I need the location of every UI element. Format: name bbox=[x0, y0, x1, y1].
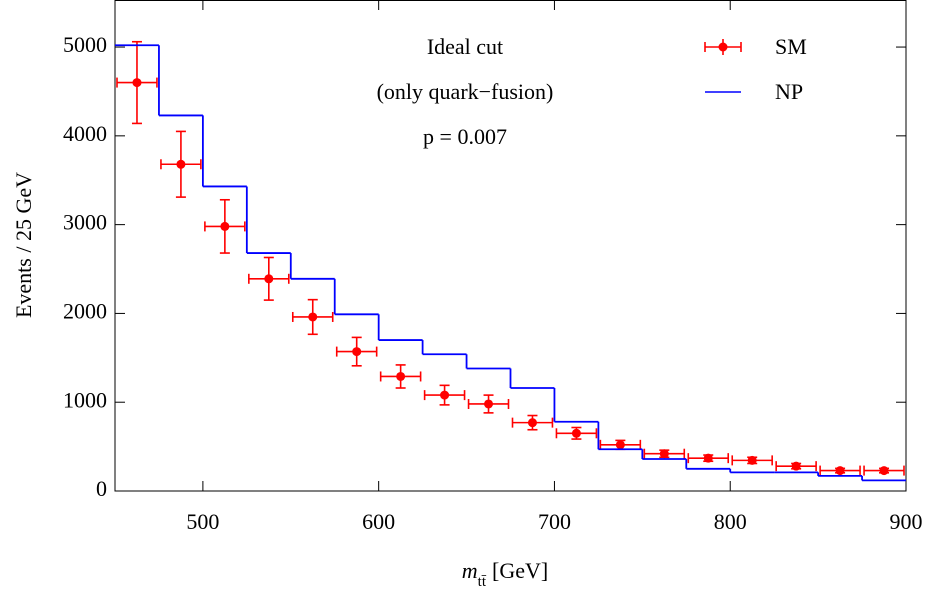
data-point bbox=[703, 453, 713, 463]
annotation: p = 0.007 bbox=[423, 124, 507, 149]
y-tick-label: 5000 bbox=[63, 32, 107, 57]
y-axis-label: Events / 25 GeV bbox=[11, 172, 36, 318]
legend-label: SM bbox=[775, 34, 807, 59]
data-point bbox=[879, 466, 889, 476]
data-point bbox=[747, 455, 757, 465]
data-point bbox=[264, 274, 274, 284]
x-label-unit: [GeV] bbox=[492, 558, 548, 583]
x-label-subscript: tt̄ bbox=[478, 574, 487, 590]
data-point bbox=[176, 159, 186, 169]
plot-frame bbox=[114, 0, 907, 492]
data-point bbox=[484, 399, 494, 409]
x-tick-label: 800 bbox=[714, 509, 747, 534]
data-point bbox=[571, 428, 581, 438]
data-point bbox=[352, 347, 362, 357]
y-tick-label: 2000 bbox=[63, 298, 107, 323]
y-tick-label: 0 bbox=[96, 476, 107, 501]
data-point bbox=[220, 221, 230, 231]
data-point bbox=[791, 461, 801, 471]
annotation: Ideal cut bbox=[427, 34, 503, 59]
data-point bbox=[615, 440, 625, 450]
legend-symbol bbox=[718, 42, 728, 52]
x-tick-label: 600 bbox=[362, 509, 395, 534]
data-point bbox=[527, 418, 537, 428]
y-tick-label: 1000 bbox=[63, 387, 107, 412]
x-axis-label: mtt̄ [GeV] bbox=[462, 558, 548, 590]
x-label-symbol: m bbox=[462, 558, 478, 583]
data-point bbox=[132, 78, 142, 88]
data-point bbox=[308, 312, 318, 322]
legend-label: NP bbox=[775, 79, 803, 104]
x-tick-label: 700 bbox=[538, 509, 571, 534]
y-tick-label: 4000 bbox=[63, 121, 107, 146]
annotation: (only quark−fusion) bbox=[377, 79, 554, 104]
data-point bbox=[440, 390, 450, 400]
y-tick-label: 3000 bbox=[63, 210, 107, 235]
data-point bbox=[835, 466, 845, 476]
x-tick-label: 500 bbox=[186, 509, 219, 534]
data-point bbox=[396, 371, 406, 381]
data-point bbox=[659, 449, 669, 459]
x-tick-label: 900 bbox=[890, 509, 923, 534]
